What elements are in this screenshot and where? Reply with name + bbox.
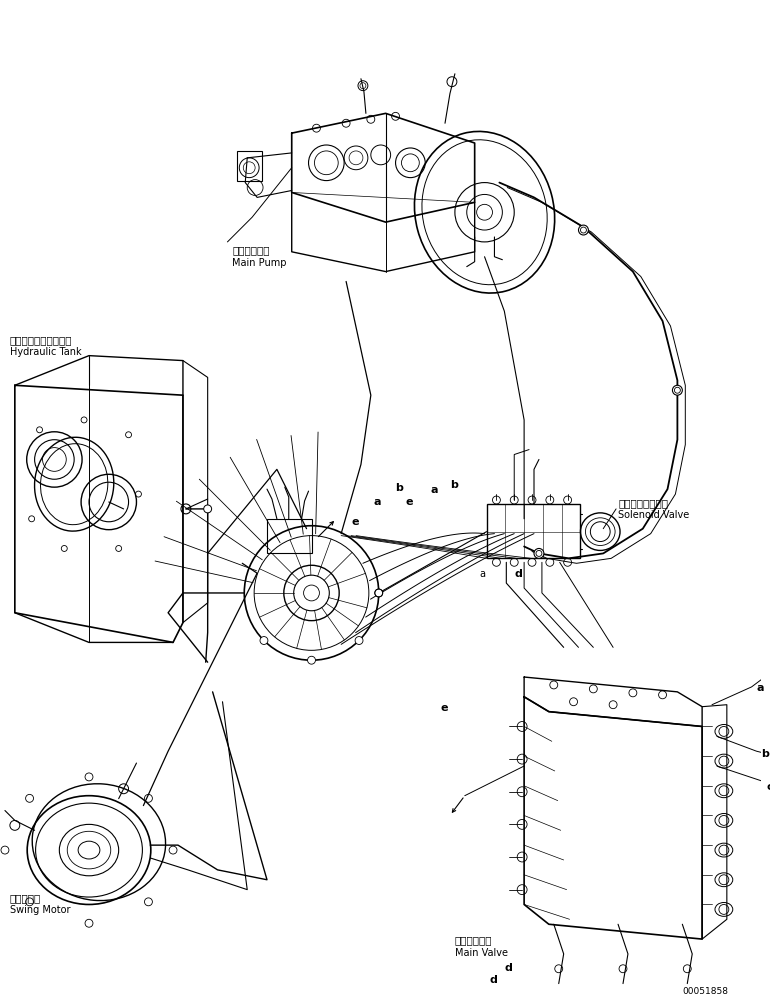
Text: ハイドロリックタンク: ハイドロリックタンク [10,335,72,345]
Text: b: b [396,482,403,492]
Circle shape [260,637,268,645]
Circle shape [375,590,383,598]
Bar [487,505,581,559]
Text: 00051858: 00051858 [682,986,728,995]
Text: a: a [373,496,381,507]
Text: a: a [756,682,764,692]
Text: メインポンプ: メインポンプ [233,245,270,255]
Circle shape [672,386,682,396]
Text: Solenoid Valve: Solenoid Valve [618,510,689,520]
Text: e: e [406,496,413,507]
Circle shape [534,549,544,559]
Text: a: a [480,569,486,579]
Text: b: b [762,748,769,758]
Bar [267,520,312,554]
Text: メインバルブ: メインバルブ [455,934,492,944]
Circle shape [307,657,316,665]
Text: Main Valve: Main Valve [455,947,508,957]
Text: b: b [450,479,458,489]
Ellipse shape [78,842,100,860]
Text: d: d [504,962,512,972]
Circle shape [578,226,588,236]
Circle shape [204,506,212,514]
Text: Main Pump: Main Pump [233,258,287,268]
Text: 旋回モータ: 旋回モータ [10,893,41,903]
Text: e: e [351,517,359,527]
Text: d: d [514,569,522,579]
Text: e: e [440,702,447,712]
Circle shape [355,637,363,645]
Text: d: d [490,974,497,984]
Text: a: a [430,484,437,494]
Text: c: c [766,781,770,791]
Text: ソレノイドバルブ: ソレノイドバルブ [618,497,668,508]
Circle shape [477,206,493,221]
Text: Hydraulic Tank: Hydraulic Tank [10,346,82,356]
Text: Swing Motor: Swing Motor [10,905,70,915]
Bar [237,151,262,182]
